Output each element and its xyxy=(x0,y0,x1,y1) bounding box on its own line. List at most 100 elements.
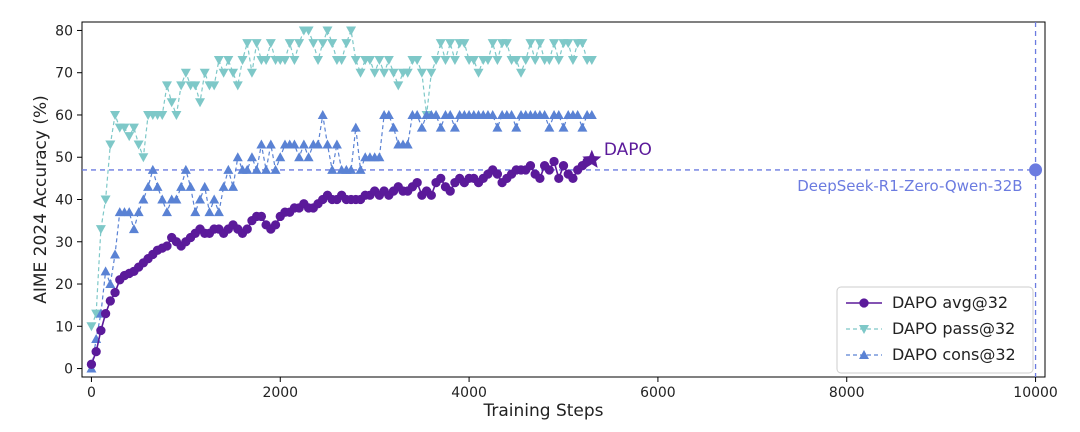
data-point xyxy=(228,68,239,78)
data-point xyxy=(445,186,455,196)
data-point xyxy=(180,68,191,78)
data-point xyxy=(586,56,597,66)
data-point xyxy=(322,139,333,149)
data-point xyxy=(473,68,484,78)
y-tick-label: 80 xyxy=(55,23,73,39)
data-point xyxy=(544,165,554,175)
data-point xyxy=(161,81,172,91)
data-point xyxy=(586,109,597,119)
data-point xyxy=(364,56,375,66)
data-point xyxy=(119,123,130,133)
series-0 xyxy=(86,156,592,369)
data-point xyxy=(539,109,550,119)
data-point xyxy=(374,152,385,162)
data-point xyxy=(492,56,503,66)
series-2 xyxy=(86,109,597,373)
data-point xyxy=(232,81,243,91)
data-point xyxy=(412,177,422,188)
y-tick-label: 60 xyxy=(55,108,73,124)
legend-label: DAPO cons@32 xyxy=(892,345,1016,364)
data-point xyxy=(563,39,574,49)
series-line xyxy=(90,28,592,327)
data-point xyxy=(568,173,578,184)
data-point xyxy=(492,169,503,179)
data-point xyxy=(440,56,451,66)
data-point xyxy=(96,325,106,336)
data-point xyxy=(436,173,446,184)
data-point xyxy=(303,26,314,36)
data-point xyxy=(506,109,517,119)
x-axis-label: Training Steps xyxy=(482,401,603,421)
data-point xyxy=(246,152,257,162)
legend-marker xyxy=(859,325,869,334)
data-point xyxy=(525,161,536,171)
legend-label: DAPO pass@32 xyxy=(892,319,1015,338)
data-point xyxy=(553,109,564,119)
data-point xyxy=(228,181,239,191)
data-point xyxy=(426,190,436,200)
legend-marker xyxy=(859,350,869,359)
data-point xyxy=(459,39,470,49)
y-axis-label: AIME 2024 Accuracy (%) xyxy=(31,95,51,304)
data-point xyxy=(256,139,267,149)
data-point xyxy=(218,181,229,191)
data-point xyxy=(549,156,559,167)
data-point xyxy=(379,68,390,78)
data-point xyxy=(91,309,102,319)
data-point xyxy=(270,220,281,230)
data-point xyxy=(218,68,229,78)
data-point xyxy=(346,164,357,174)
data-point xyxy=(449,122,460,132)
series-1 xyxy=(86,26,597,332)
data-point xyxy=(544,122,555,132)
y-tick-label: 0 xyxy=(64,362,73,378)
data-point xyxy=(322,26,333,36)
legend: DAPO avg@32 DAPO pass@32 DAPO cons@32 xyxy=(836,286,1034,374)
data-point xyxy=(355,68,366,78)
data-point xyxy=(388,68,399,78)
data-point xyxy=(525,39,536,49)
x-tick-label: 0 xyxy=(87,385,96,401)
x-tick-label: 4000 xyxy=(451,385,487,401)
data-point xyxy=(516,68,527,78)
data-point xyxy=(501,39,512,49)
data-point xyxy=(176,181,187,191)
data-point xyxy=(138,153,149,163)
data-point xyxy=(147,164,158,174)
data-point xyxy=(242,224,252,234)
data-point xyxy=(166,98,177,108)
data-point xyxy=(128,123,139,133)
data-point xyxy=(553,56,564,66)
data-point xyxy=(279,56,290,66)
data-point xyxy=(213,56,224,66)
y-tick-label: 70 xyxy=(55,66,73,82)
data-point xyxy=(223,164,234,174)
data-point xyxy=(402,68,413,78)
data-point xyxy=(412,109,423,119)
data-point xyxy=(388,122,399,132)
data-point xyxy=(100,266,111,276)
data-point xyxy=(110,287,120,298)
data-point xyxy=(289,56,300,66)
data-point xyxy=(176,81,187,91)
data-point xyxy=(284,39,295,49)
data-point xyxy=(534,39,545,49)
data-point xyxy=(128,224,139,234)
data-point xyxy=(355,164,366,174)
data-point xyxy=(190,81,201,91)
data-point xyxy=(195,98,206,108)
axes: 0 2000 4000 6000 8000 10000 0 10 20 30 40 50 60 70 80 T… xyxy=(31,23,1058,421)
data-point xyxy=(223,56,234,66)
data-point xyxy=(100,195,111,205)
data-point xyxy=(91,346,101,357)
data-point xyxy=(162,241,172,251)
data-point xyxy=(261,56,272,66)
data-point xyxy=(124,132,135,142)
data-point xyxy=(143,181,154,191)
data-point xyxy=(468,56,479,66)
data-point xyxy=(298,139,309,149)
data-point xyxy=(577,39,588,49)
data-point xyxy=(350,122,361,132)
data-point xyxy=(572,109,583,119)
data-point xyxy=(180,164,191,174)
